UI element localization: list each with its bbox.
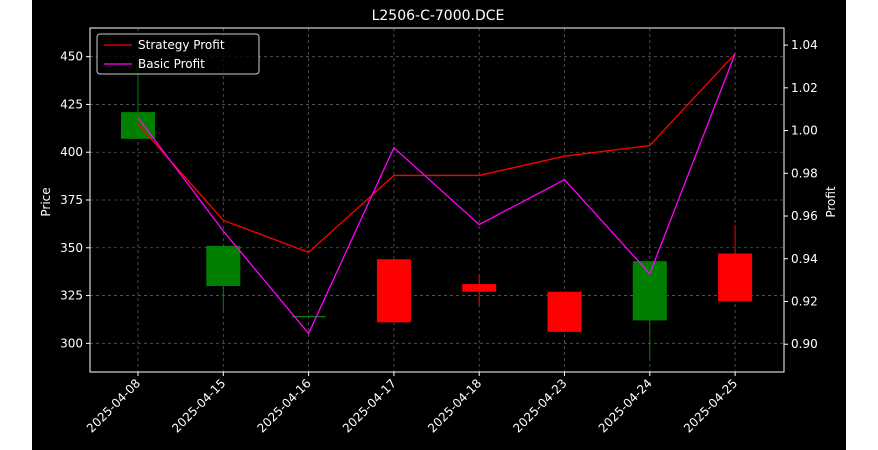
y-tick-label-left: 400 — [60, 145, 83, 159]
y-tick-label-left: 450 — [60, 50, 83, 64]
candle-body — [632, 261, 667, 321]
legend-box — [96, 33, 260, 75]
y-axis-label-right: Profit — [824, 186, 838, 218]
candle-body — [121, 112, 155, 139]
candle-body — [718, 253, 753, 302]
axes: 300 325 350 375 400 425 450 0.90 0.92 0.94 0.96 0.9… — [60, 27, 818, 435]
candle-body — [462, 284, 497, 292]
y-tick-label-right: 0.90 — [791, 337, 818, 351]
y-tick-label-right: 1.02 — [791, 81, 818, 95]
x-tick-label: 2025-04-16 — [255, 376, 314, 435]
y-tick-label-right: 1.04 — [791, 38, 818, 52]
candlestick-chart: L2506-C-7000.DCE Price Profit 3003253503… — [39, 8, 838, 435]
series-line — [137, 53, 736, 335]
x-tick-label: 2025-04-25 — [681, 376, 740, 435]
y-tick-label-right: 0.96 — [791, 209, 818, 223]
chart-figure: L2506-C-7000.DCE Price Profit 300 325 350 3… — [32, 0, 846, 450]
x-tick-label: 2025-04-08 — [84, 376, 143, 435]
grid-lines — [90, 28, 784, 372]
y-tick-label-left: 325 — [60, 289, 83, 303]
legend: Strategy Profit Basic Profit — [96, 33, 260, 75]
candle-body — [547, 291, 582, 332]
chart-title: L2506-C-7000.DCE — [372, 8, 505, 24]
y-axis-label-left: Price — [39, 187, 53, 216]
y-tick-label-right: 0.94 — [791, 252, 818, 266]
x-tick-label: 2025-04-24 — [596, 376, 655, 435]
profit-lines — [137, 53, 736, 335]
series-line — [137, 53, 736, 254]
x-tick-label: 2025-04-17 — [340, 376, 399, 435]
y-tick-label-left: 300 — [60, 336, 83, 350]
y-tick-label-left: 350 — [60, 241, 83, 255]
y-tick-label-right: 0.92 — [791, 294, 818, 308]
y-tick-label-right: 0.98 — [791, 166, 818, 180]
y-tick-label-left: 375 — [60, 193, 83, 207]
legend-label: Basic Profit — [138, 57, 205, 71]
y-tick-label-left: 425 — [60, 97, 83, 111]
x-tick-label: 2025-04-15 — [169, 376, 228, 435]
x-tick-label: 2025-04-18 — [425, 376, 484, 435]
legend-label: Strategy Profit — [138, 38, 225, 52]
candles — [121, 56, 753, 361]
candle-body — [376, 259, 411, 323]
y-tick-label-right: 1.00 — [791, 124, 818, 138]
candle-body — [206, 245, 241, 286]
x-tick-label: 2025-04-23 — [510, 376, 569, 435]
